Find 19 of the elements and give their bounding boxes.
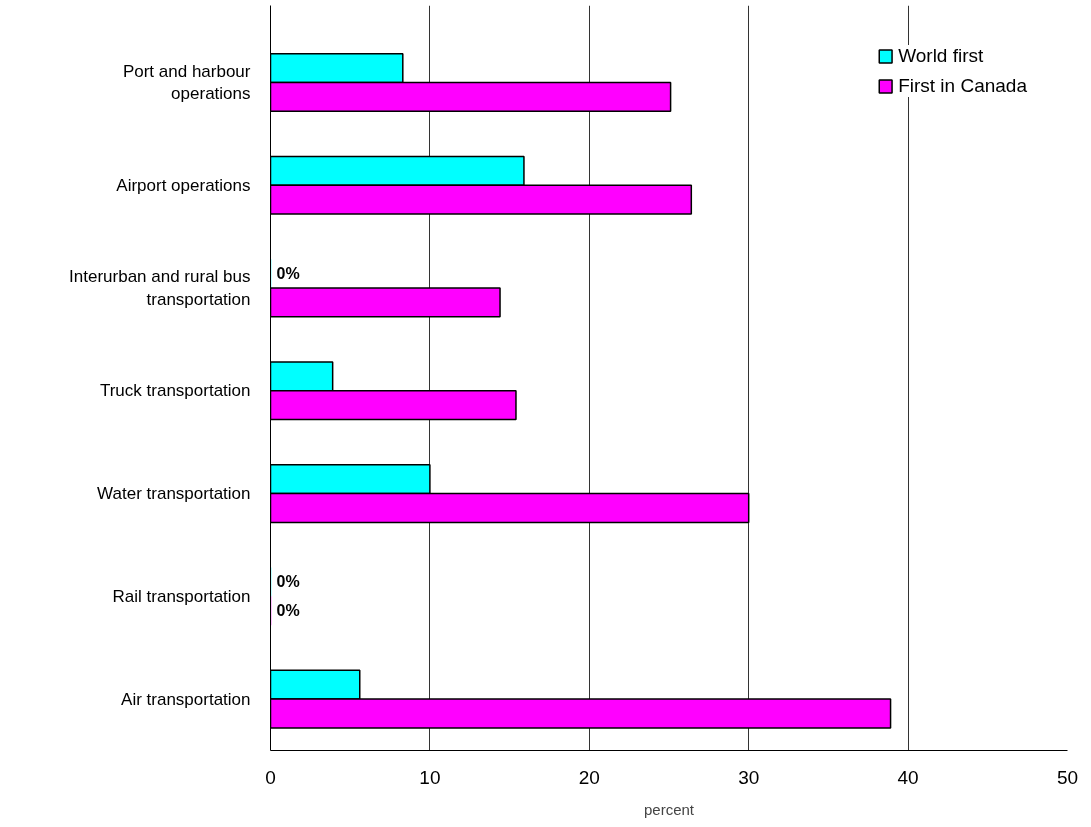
y-tick-label: Air transportation — [121, 689, 251, 709]
x-axis-title: percent — [643, 800, 695, 818]
y-tick-label: Interurban and rural bus transportation — [69, 267, 251, 309]
legend-label: First in Canada — [898, 75, 1027, 97]
x-tick-label: 10 — [419, 766, 441, 788]
y-tick-label: Port and harbour operations — [122, 61, 251, 104]
x-tick-label: 0 — [265, 766, 276, 788]
legend-label: World first — [898, 45, 984, 67]
y-tick-label: Rail transportation — [112, 586, 251, 606]
y-tick-label: Water transportation — [97, 484, 251, 504]
x-tick-label: 50 — [1056, 766, 1079, 788]
x-tick-label: 40 — [897, 766, 919, 788]
data-label: 0% — [276, 602, 300, 620]
x-tick-label: 30 — [738, 766, 760, 788]
x-tick-label: 20 — [578, 766, 600, 788]
data-label: 0% — [276, 573, 300, 591]
data-label: 0% — [276, 265, 300, 283]
y-tick-label: Airport operations — [116, 175, 251, 195]
y-tick-label: Truck transportation — [99, 381, 251, 401]
